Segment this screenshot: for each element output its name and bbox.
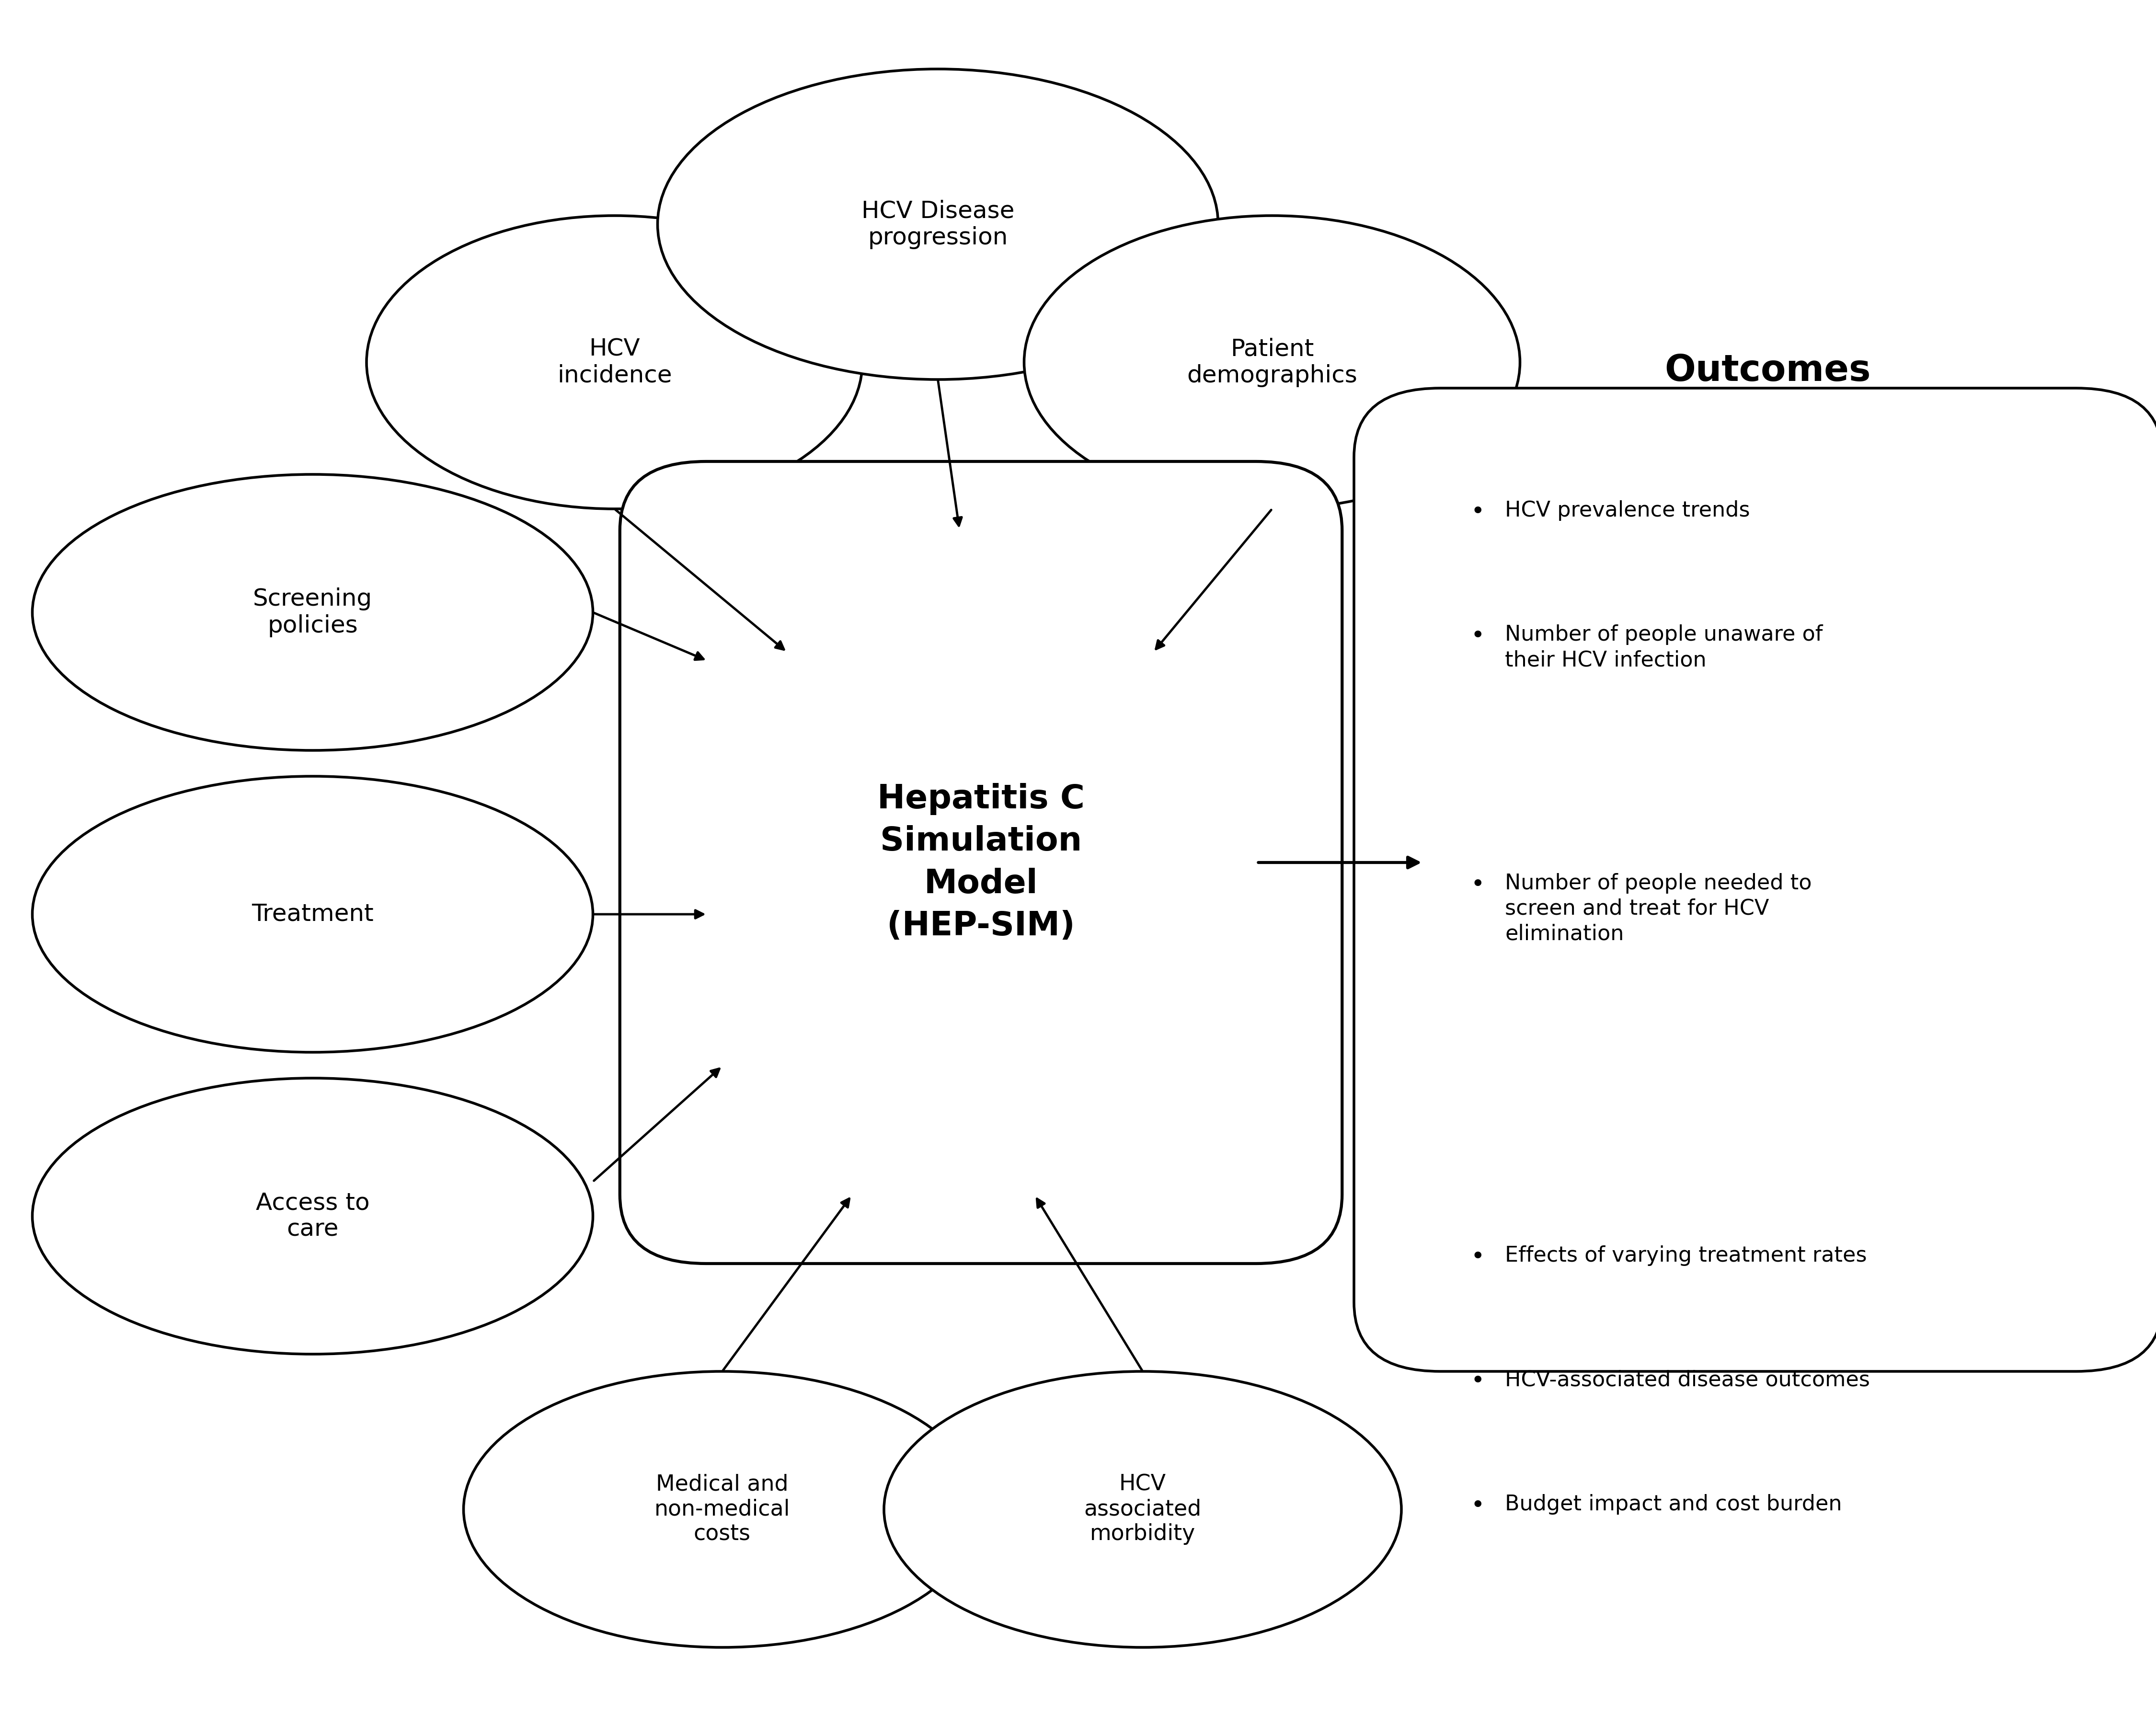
Text: HCV
associated
morbidity: HCV associated morbidity [1084, 1473, 1201, 1546]
Text: Treatment: Treatment [252, 902, 373, 926]
Text: Patient
demographics: Patient demographics [1186, 338, 1358, 386]
Text: Screening
policies: Screening policies [252, 588, 373, 637]
FancyBboxPatch shape [1354, 388, 2156, 1371]
Text: HCV
incidence: HCV incidence [556, 338, 673, 386]
Text: Access to
care: Access to care [257, 1192, 369, 1240]
Text: •: • [1470, 1494, 1485, 1516]
Text: Effects of varying treatment rates: Effects of varying treatment rates [1505, 1245, 1867, 1266]
Ellipse shape [658, 69, 1218, 380]
Ellipse shape [884, 1371, 1401, 1647]
Text: Outcomes: Outcomes [1664, 354, 1871, 388]
Text: Number of people unaware of
their HCV infection: Number of people unaware of their HCV in… [1505, 624, 1822, 671]
Text: Budget impact and cost burden: Budget impact and cost burden [1505, 1494, 1841, 1515]
Text: •: • [1470, 624, 1485, 647]
Text: HCV Disease
progression: HCV Disease progression [862, 200, 1013, 248]
Text: •: • [1470, 873, 1485, 895]
Ellipse shape [32, 1078, 593, 1354]
Text: •: • [1470, 1245, 1485, 1268]
Text: Medical and
non-medical
costs: Medical and non-medical costs [655, 1473, 789, 1546]
Ellipse shape [1024, 216, 1520, 509]
Text: HCV-associated disease outcomes: HCV-associated disease outcomes [1505, 1370, 1869, 1390]
Ellipse shape [464, 1371, 981, 1647]
Ellipse shape [32, 776, 593, 1052]
Text: Number of people needed to
screen and treat for HCV
elimination: Number of people needed to screen and tr… [1505, 873, 1811, 945]
Text: HCV prevalence trends: HCV prevalence trends [1505, 500, 1751, 521]
Ellipse shape [32, 474, 593, 750]
Text: •: • [1470, 1370, 1485, 1392]
Ellipse shape [367, 216, 862, 509]
Text: Hepatitis C
Simulation
Model
(HEP-SIM): Hepatitis C Simulation Model (HEP-SIM) [877, 783, 1084, 942]
Text: •: • [1470, 500, 1485, 523]
FancyBboxPatch shape [621, 461, 1343, 1263]
